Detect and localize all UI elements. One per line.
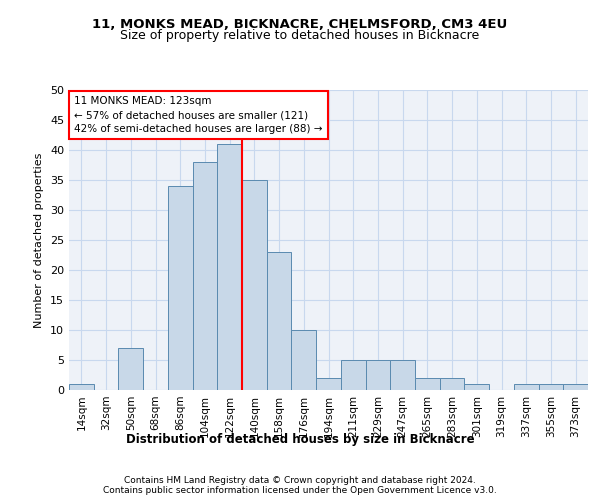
Bar	[365, 360, 390, 390]
Bar	[440, 378, 464, 390]
Bar	[292, 330, 316, 390]
Text: Contains HM Land Registry data © Crown copyright and database right 2024.: Contains HM Land Registry data © Crown c…	[124, 476, 476, 485]
Bar	[464, 384, 489, 390]
Bar	[563, 384, 588, 390]
Bar	[193, 162, 217, 390]
Y-axis label: Number of detached properties: Number of detached properties	[34, 152, 44, 328]
Bar	[341, 360, 365, 390]
Text: Size of property relative to detached houses in Bicknacre: Size of property relative to detached ho…	[121, 29, 479, 42]
Bar	[118, 348, 143, 390]
Bar	[168, 186, 193, 390]
Bar	[267, 252, 292, 390]
Bar	[69, 384, 94, 390]
Bar	[390, 360, 415, 390]
Text: Distribution of detached houses by size in Bicknacre: Distribution of detached houses by size …	[125, 432, 475, 446]
Bar	[316, 378, 341, 390]
Bar	[217, 144, 242, 390]
Bar	[242, 180, 267, 390]
Text: 11 MONKS MEAD: 123sqm
← 57% of detached houses are smaller (121)
42% of semi-det: 11 MONKS MEAD: 123sqm ← 57% of detached …	[74, 96, 323, 134]
Bar	[539, 384, 563, 390]
Bar	[415, 378, 440, 390]
Text: 11, MONKS MEAD, BICKNACRE, CHELMSFORD, CM3 4EU: 11, MONKS MEAD, BICKNACRE, CHELMSFORD, C…	[92, 18, 508, 30]
Bar	[514, 384, 539, 390]
Text: Contains public sector information licensed under the Open Government Licence v3: Contains public sector information licen…	[103, 486, 497, 495]
